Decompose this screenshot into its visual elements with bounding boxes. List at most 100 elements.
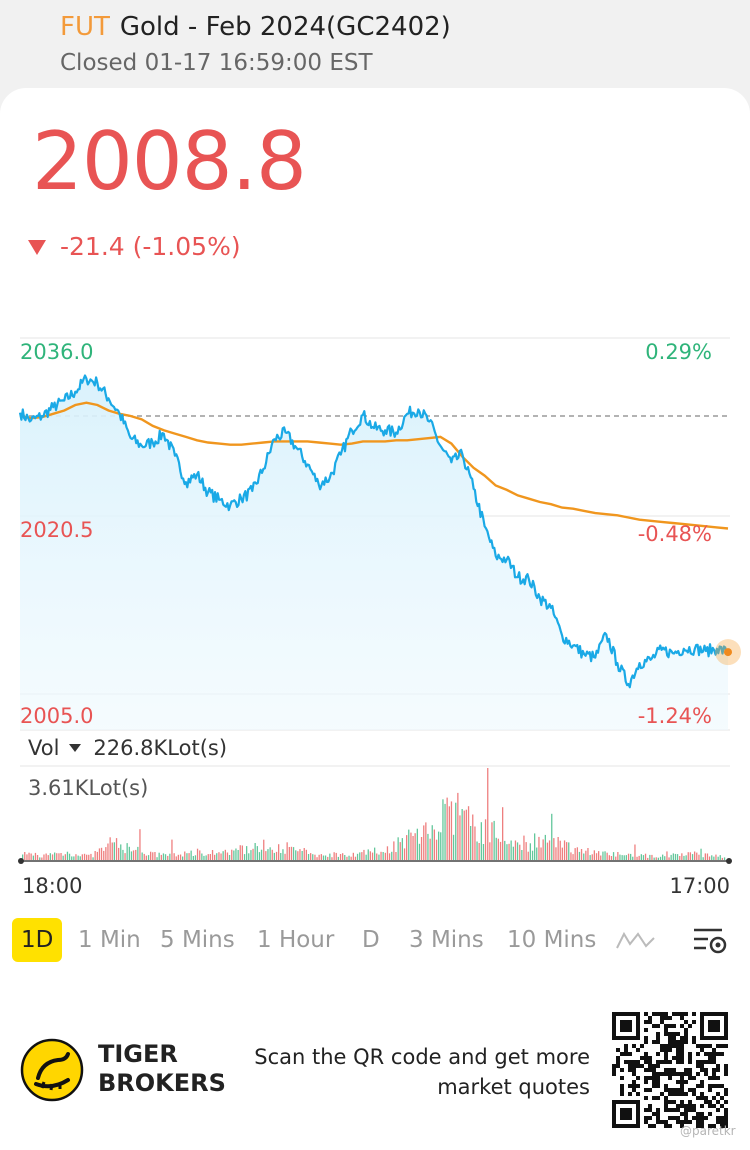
intraday-chart[interactable] — [0, 0, 750, 880]
volume-bar — [86, 854, 88, 860]
volume-bar — [186, 853, 188, 860]
volume-bar — [706, 853, 709, 860]
volume-bar — [92, 857, 94, 860]
volume-bar — [235, 848, 237, 860]
volume-bar — [446, 797, 448, 860]
price-area — [20, 375, 728, 730]
volume-bar — [122, 849, 124, 860]
volume-bar — [56, 853, 58, 860]
volume-bar — [81, 854, 83, 860]
volume-bar — [51, 854, 54, 860]
volume-bar — [337, 856, 339, 860]
volume-bar — [299, 849, 301, 860]
volume-bar — [105, 847, 107, 860]
volume-bar — [495, 837, 497, 860]
volume-bar — [68, 853, 71, 860]
volume-bar — [211, 850, 214, 860]
volume-bar — [399, 842, 401, 860]
volume-bar — [175, 856, 177, 860]
volume-bar — [544, 834, 546, 860]
volume-bar — [623, 855, 625, 860]
volume-bar — [595, 853, 598, 860]
volume-bar — [664, 856, 666, 860]
volume-bar — [282, 849, 284, 860]
volume-bar — [352, 852, 354, 860]
volume-bar — [286, 842, 288, 860]
x-label-end: 17:00 — [669, 874, 730, 898]
volume-bar — [47, 855, 49, 860]
volume-bar — [687, 852, 689, 860]
tab-3-mins[interactable]: 3 Mins — [409, 927, 484, 953]
volume-bar — [425, 822, 427, 860]
volume-bar — [634, 844, 636, 860]
volume-bar — [228, 855, 231, 860]
volume-bar — [269, 847, 271, 860]
volume-bar — [474, 826, 476, 860]
volume-bar — [574, 848, 576, 860]
volume-bar — [610, 856, 613, 860]
tab-daily[interactable]: D — [362, 927, 380, 953]
tab-1d[interactable]: 1D — [12, 918, 63, 962]
volume-bar — [359, 852, 361, 860]
chart-settings-icon[interactable] — [692, 926, 728, 956]
volume-bar — [636, 856, 638, 860]
volume-bar — [395, 852, 397, 860]
volume-bar — [587, 848, 589, 860]
volume-bar — [504, 840, 506, 860]
volume-bar — [233, 850, 235, 860]
volume-bar — [553, 838, 555, 860]
tab-1-min[interactable]: 1 Min — [78, 927, 141, 953]
volume-bar — [62, 855, 64, 860]
volume-bar — [118, 847, 120, 860]
volume-bar — [284, 853, 286, 860]
volume-bar — [566, 842, 568, 860]
caret-down-icon — [69, 744, 82, 752]
volume-bar — [256, 846, 258, 860]
volume-bar — [64, 854, 66, 860]
volume-bar — [24, 852, 26, 860]
volume-bar — [222, 851, 224, 860]
volume-bar — [292, 847, 295, 860]
volume-bar — [632, 856, 634, 860]
volume-bar — [267, 849, 269, 860]
volume-bar — [704, 853, 706, 860]
volume-bar — [49, 853, 51, 860]
tab-10-mins[interactable]: 10 Mins — [507, 927, 597, 953]
volume-bar — [263, 839, 265, 860]
watermark: @paretkr — [680, 1124, 736, 1138]
price-change: -21.4 (-1.05%) — [28, 232, 241, 261]
x-label-start: 18:00 — [22, 874, 83, 898]
volume-bar — [563, 840, 566, 860]
volume-bar — [94, 851, 96, 860]
volume-bar — [444, 803, 446, 860]
line-chart-icon[interactable] — [616, 928, 656, 952]
volume-selector[interactable]: Vol 226.8KLot(s) — [28, 736, 227, 760]
volume-bar — [199, 850, 201, 860]
volume-bar — [493, 820, 495, 860]
volume-bar — [177, 854, 179, 860]
y-label-low: 2005.0 — [20, 704, 94, 728]
volume-bar — [141, 852, 143, 860]
volume-bar — [275, 851, 278, 860]
volume-bar — [480, 822, 482, 860]
volume-bars — [22, 768, 726, 860]
tab-1-hour[interactable]: 1 Hour — [257, 927, 335, 953]
volume-bar — [408, 829, 410, 860]
tab-5-mins[interactable]: 5 Mins — [160, 927, 235, 953]
volume-bar — [717, 856, 719, 860]
volume-bar — [647, 857, 649, 860]
volume-bar — [346, 856, 348, 860]
volume-bar — [691, 854, 694, 860]
volume-bar — [698, 854, 700, 860]
volume-bar — [476, 841, 478, 860]
volume-bar — [128, 846, 130, 860]
volume-bar — [231, 849, 233, 860]
volume-bar — [169, 853, 171, 860]
volume-bar — [470, 826, 472, 860]
volume-bar — [41, 857, 43, 860]
volume-bar — [374, 847, 376, 860]
volume-bar — [139, 829, 141, 860]
volume-bar — [576, 847, 578, 860]
volume-bar — [324, 855, 327, 860]
volume-bar — [617, 852, 619, 860]
